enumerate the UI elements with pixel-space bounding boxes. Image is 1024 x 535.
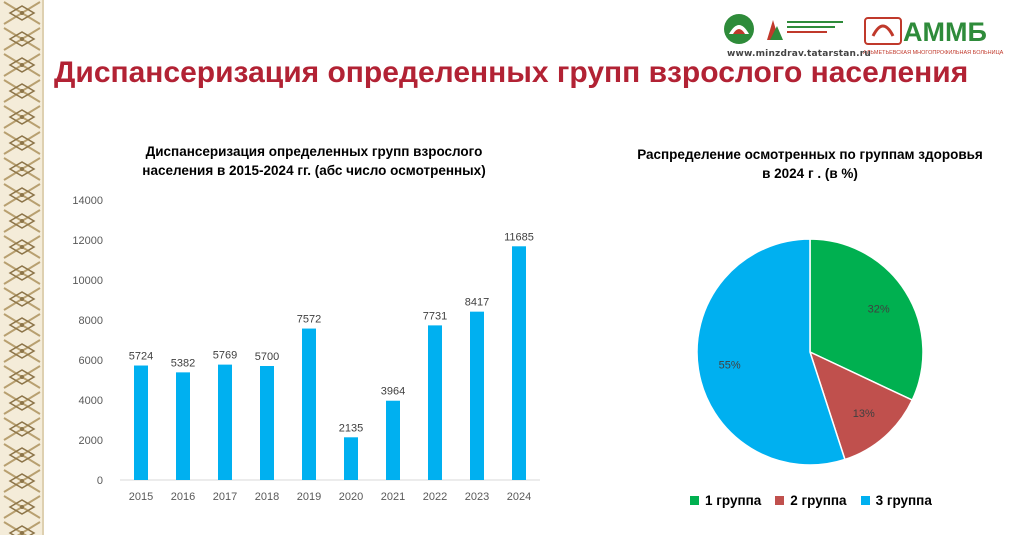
pie-chart-title-line-1: Распределение осмотренных по группам здо…: [637, 147, 983, 162]
bar-data-label: 5769: [213, 350, 237, 362]
y-tick-label: 12000: [72, 235, 103, 247]
pie-chart-title-line-2: в 2024 г . (в %): [762, 166, 858, 181]
x-tick-label: 2023: [465, 491, 489, 503]
legend-swatch: [690, 496, 699, 505]
legend-label: 1 группа: [705, 493, 762, 508]
x-tick-label: 2022: [423, 491, 447, 503]
bar: [302, 328, 316, 480]
pie-slice: [696, 238, 846, 466]
brand-name: АММБ: [903, 17, 987, 47]
legend-item-group-1: 1 группа: [690, 493, 761, 508]
bar-chart-title: Диспансеризация определенных групп взрос…: [104, 142, 524, 180]
x-tick-label: 2018: [255, 491, 279, 503]
bar-data-label: 7572: [297, 314, 321, 326]
x-tick-label: 2019: [297, 491, 321, 503]
bar-chart-title-line-2: населения в 2015-2024 гг. (абс число осм…: [142, 163, 486, 178]
bar-data-label: 5724: [129, 351, 153, 363]
bar: [134, 365, 148, 480]
x-tick-label: 2016: [171, 491, 195, 503]
logo-group: АММБ АЛЬМЕТЬЕВСКАЯ МНОГОПРОФИЛЬНАЯ БОЛЬН…: [724, 14, 1004, 56]
bar: [470, 311, 484, 480]
legend-label: 3 группа: [875, 493, 932, 508]
bar-data-label: 8417: [465, 297, 489, 309]
legend-swatch: [860, 496, 870, 505]
bar: [218, 364, 232, 480]
x-tick-label: 2017: [213, 491, 237, 503]
y-tick-label: 10000: [72, 275, 103, 287]
bar-data-label: 5700: [255, 351, 279, 363]
bar-data-label: 5382: [171, 357, 195, 369]
legend-item-group-3: 3 группа: [860, 493, 932, 508]
legend-label: 2 группа: [790, 493, 847, 508]
ministry-site-url[interactable]: www.minzdrav.tatarstan.ru: [727, 49, 871, 59]
bar: [428, 325, 442, 480]
legend-item-group-2: 2 группа: [775, 493, 847, 508]
bar-data-label: 7731: [423, 310, 447, 322]
pie-slice: [809, 238, 924, 402]
bar-data-label: 3964: [381, 386, 405, 398]
y-tick-label: 8000: [79, 315, 103, 327]
y-tick-label: 6000: [79, 355, 103, 367]
bar-chart-title-line-1: Диспансеризация определенных групп взрос…: [145, 144, 483, 159]
pie-legend: 1 группа 2 группа 3 группа: [690, 493, 932, 508]
pie-data-label: 55%: [719, 360, 741, 372]
pie-chart-title: Распределение осмотренных по группам здо…: [600, 145, 1020, 183]
bar: [176, 372, 190, 480]
pie-data-label: 32%: [868, 303, 890, 315]
bar: [512, 246, 526, 480]
pie-data-label: 13%: [853, 408, 875, 420]
bar: [260, 366, 274, 480]
bar-data-label: 2135: [339, 422, 363, 434]
y-tick-label: 0: [97, 475, 103, 487]
y-tick-label: 4000: [79, 395, 103, 407]
legend-swatch: [775, 496, 785, 505]
x-tick-label: 2021: [381, 491, 405, 503]
y-tick-label: 14000: [72, 195, 103, 207]
bar: [344, 437, 358, 480]
y-tick-label: 2000: [79, 435, 103, 447]
page-title: Диспансеризация определенных групп взрос…: [54, 56, 969, 89]
header-logos: АММБ АЛЬМЕТЬЕВСКАЯ МНОГОПРОФИЛЬНАЯ БОЛЬН…: [715, 12, 1015, 58]
x-tick-label: 2015: [129, 491, 153, 503]
bar-data-label: 11685: [504, 231, 534, 243]
bar: [386, 400, 400, 480]
x-tick-label: 2024: [507, 491, 531, 503]
ammb-logo-icon: [864, 17, 902, 45]
ornament-border: [0, 0, 44, 535]
pie-slice: [808, 350, 914, 461]
x-tick-label: 2020: [339, 491, 363, 503]
brand-subtitle: АЛЬМЕТЬЕВСКАЯ МНОГОПРОФИЛЬНАЯ БОЛЬНИЦА: [863, 50, 1004, 56]
